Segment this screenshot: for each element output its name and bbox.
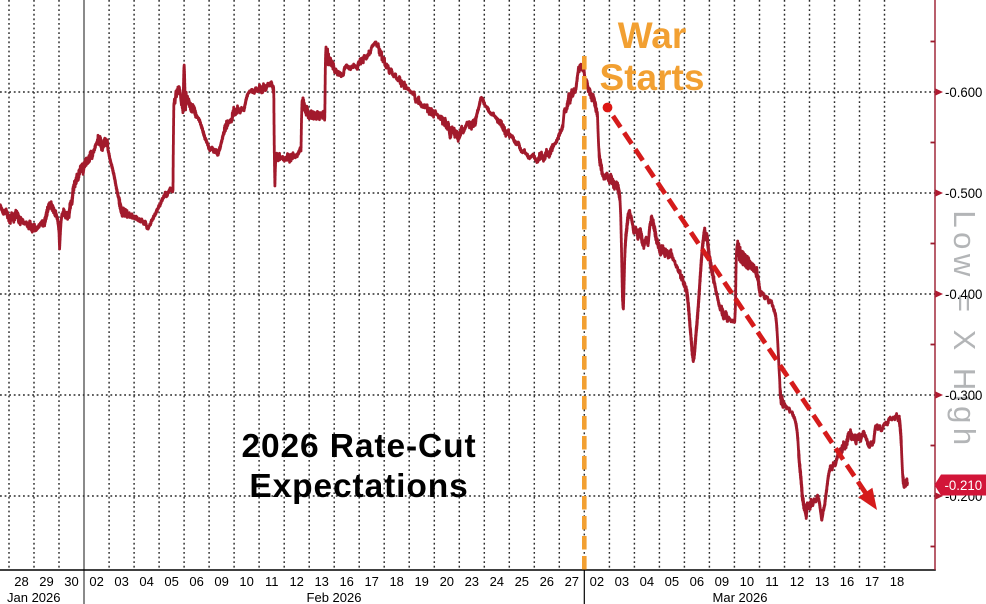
svg-text:10: 10 — [740, 574, 754, 589]
svg-text:27: 27 — [565, 574, 579, 589]
svg-text:Starts: Starts — [600, 57, 705, 98]
svg-text:26: 26 — [540, 574, 554, 589]
svg-text:13: 13 — [314, 574, 328, 589]
svg-text:War: War — [618, 15, 687, 56]
svg-text:Feb 2026: Feb 2026 — [307, 590, 362, 604]
svg-text:04: 04 — [139, 574, 153, 589]
svg-text:03: 03 — [615, 574, 629, 589]
svg-text:-0.300: -0.300 — [945, 387, 983, 403]
svg-text:29: 29 — [39, 574, 53, 589]
svg-text:05: 05 — [164, 574, 178, 589]
svg-text:06: 06 — [189, 574, 203, 589]
svg-text:19: 19 — [414, 574, 428, 589]
svg-text:17: 17 — [364, 574, 378, 589]
svg-text:-0.500: -0.500 — [945, 185, 983, 201]
svg-text:12: 12 — [289, 574, 303, 589]
svg-text:16: 16 — [840, 574, 854, 589]
svg-text:-0.210: -0.210 — [945, 478, 983, 493]
svg-text:18: 18 — [890, 574, 904, 589]
svg-text:28: 28 — [14, 574, 28, 589]
svg-text:11: 11 — [765, 574, 779, 589]
svg-text:09: 09 — [715, 574, 729, 589]
svg-text:20: 20 — [440, 574, 454, 589]
svg-text:03: 03 — [114, 574, 128, 589]
svg-text:Mar 2026: Mar 2026 — [713, 590, 768, 604]
svg-text:10: 10 — [239, 574, 253, 589]
svg-text:02: 02 — [590, 574, 604, 589]
svg-text:13: 13 — [815, 574, 829, 589]
svg-text:Expectations: Expectations — [249, 468, 468, 505]
svg-text:30: 30 — [64, 574, 78, 589]
svg-text:02: 02 — [89, 574, 103, 589]
svg-text:24: 24 — [490, 574, 504, 589]
svg-text:16: 16 — [339, 574, 353, 589]
svg-text:09: 09 — [214, 574, 228, 589]
svg-text:05: 05 — [665, 574, 679, 589]
svg-text:25: 25 — [515, 574, 529, 589]
svg-text:Jan 2026: Jan 2026 — [7, 590, 61, 604]
svg-text:11: 11 — [265, 574, 279, 589]
svg-text:23: 23 — [465, 574, 479, 589]
svg-text:2026 Rate-Cut: 2026 Rate-Cut — [241, 428, 476, 465]
svg-text:17: 17 — [865, 574, 879, 589]
svg-text:18: 18 — [389, 574, 403, 589]
svg-text:04: 04 — [640, 574, 654, 589]
svg-text:-0.600: -0.600 — [945, 84, 983, 100]
svg-text:06: 06 — [690, 574, 704, 589]
svg-text:Low = X High: Low = X High — [947, 210, 982, 449]
svg-text:12: 12 — [790, 574, 804, 589]
svg-text:-0.400: -0.400 — [945, 286, 983, 302]
